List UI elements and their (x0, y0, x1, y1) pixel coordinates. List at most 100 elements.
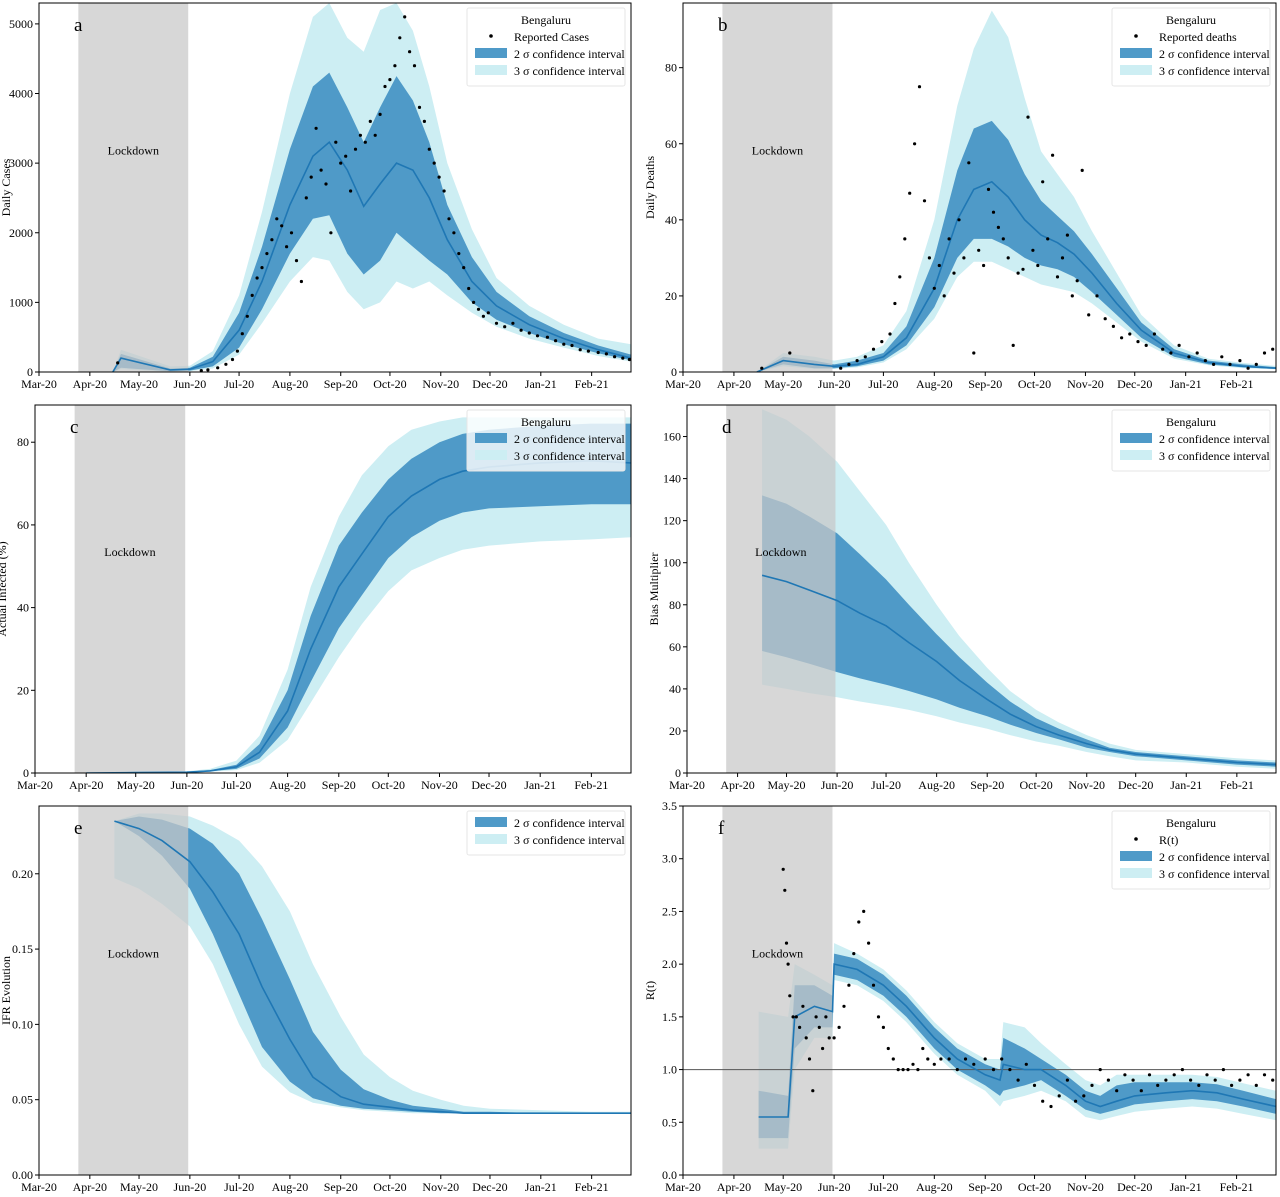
y-tick-label: 100 (663, 556, 681, 570)
data-point (888, 332, 892, 336)
data-point (535, 334, 540, 338)
legend-swatch-2-sigma (475, 433, 507, 443)
data-point (1156, 1083, 1160, 1087)
y-tick-label: 1.5 (662, 1010, 677, 1024)
data-point (398, 36, 402, 40)
legend-entry: 2 σ confidence interval (514, 432, 625, 446)
data-point (393, 64, 397, 68)
lockdown-label: Lockdown (752, 946, 803, 960)
legend-swatch-3-sigma (475, 450, 507, 460)
x-tick-label: Feb-21 (575, 377, 609, 391)
data-point (1000, 1057, 1004, 1061)
x-tick-label: Jul-20 (224, 1180, 254, 1194)
y-tick-label: 3.0 (662, 852, 677, 866)
data-point (788, 994, 792, 998)
data-point (927, 256, 932, 260)
data-point (842, 1004, 846, 1008)
data-point (447, 217, 451, 221)
band-2-sigma (112, 72, 631, 372)
data-point (886, 1046, 890, 1051)
data-point (837, 1025, 841, 1029)
y-tick-label: 4000 (9, 87, 33, 101)
data-point (1041, 1099, 1045, 1103)
y-tick-label: 0 (675, 766, 681, 780)
data-point (240, 332, 244, 336)
panel-d: Lockdown Mar-20 Apr-20 May-20 Jun-20 Jul-20 Au… (647, 404, 1277, 792)
data-point (817, 1025, 821, 1029)
y-tick-label: 1000 (9, 295, 33, 309)
legend-swatch-3-sigma (475, 834, 507, 844)
band-2-sigma (86, 423, 631, 773)
data-point (1036, 263, 1040, 268)
data-point (1161, 347, 1165, 351)
legend-title: Bengaluru (1166, 13, 1216, 27)
y-tick-label: 80 (665, 61, 677, 75)
data-point (967, 161, 971, 165)
lockdown-region (726, 405, 836, 773)
data-point (906, 1068, 910, 1072)
y-tick-label: 80 (17, 435, 29, 449)
x-tick-label: Oct-20 (1019, 778, 1052, 792)
data-point (781, 867, 785, 871)
data-point (378, 112, 382, 116)
data-point (1103, 317, 1107, 321)
x-tick-label: Sep-20 (324, 1180, 358, 1194)
data-point (798, 1025, 802, 1029)
data-point (289, 231, 294, 235)
x-tick-label: Nov-20 (1067, 377, 1104, 391)
panel-label: e (74, 818, 82, 839)
legend-entry: 3 σ confidence interval (1159, 64, 1270, 78)
data-point (206, 368, 210, 372)
x-tick-label: Apr-20 (717, 377, 751, 391)
x-tick-label: Mar-20 (21, 377, 57, 391)
x-tick-label: Apr-20 (69, 778, 103, 792)
data-point (427, 147, 431, 151)
legend-entry: 2 σ confidence interval (1159, 850, 1270, 864)
data-point (1021, 267, 1025, 271)
data-point (1016, 1078, 1020, 1082)
legend-title: Bengaluru (521, 415, 571, 429)
legend-swatch-2-sigma (1120, 48, 1152, 58)
data-point (1026, 115, 1030, 119)
data-point (957, 218, 961, 222)
data-point (1262, 351, 1267, 355)
data-point (1065, 233, 1069, 237)
data-point (373, 133, 377, 137)
x-tick-label: Mar-20 (669, 778, 705, 792)
data-point (1111, 324, 1115, 328)
data-point (224, 362, 228, 366)
x-tick-label: Sep-20 (324, 377, 358, 391)
x-tick-label: Jan-21 (525, 1180, 557, 1194)
data-point (1254, 1083, 1258, 1087)
legend-entry: 3 σ confidence interval (1159, 449, 1270, 463)
data-point (339, 161, 343, 165)
data-point (230, 357, 235, 362)
data-point (545, 335, 550, 339)
data-point (983, 1057, 987, 1061)
data-point (847, 362, 851, 366)
data-point (1228, 362, 1232, 366)
data-point (442, 189, 446, 193)
y-tick-label: 0.10 (12, 1017, 33, 1031)
y-tick-label: 0.05 (12, 1093, 33, 1107)
x-tick-label: Jul-20 (221, 778, 251, 792)
data-point (329, 231, 333, 235)
x-tick-label: Jul-20 (868, 1180, 898, 1194)
panel-e: Lockdown Mar-20 Apr-20 May-20 Jun-20 Jul-20 Au… (0, 805, 632, 1194)
x-tick-label: Sep-20 (968, 377, 1002, 391)
data-point (408, 50, 412, 54)
panel-label: a (74, 15, 83, 36)
legend: Bengaluru Reported deaths 2 σ confidence i… (1111, 7, 1271, 87)
y-tick-label: 3000 (9, 156, 33, 170)
data-point (334, 140, 338, 144)
data-point (839, 366, 843, 370)
data-point (255, 276, 259, 280)
data-point (358, 133, 362, 137)
data-point (467, 286, 471, 291)
panel-label: c (70, 417, 78, 438)
data-point (472, 300, 476, 304)
data-point (1212, 362, 1216, 366)
band-2-sigma (114, 816, 631, 1114)
data-point (901, 1068, 905, 1072)
x-tick-label: Dec-20 (1117, 377, 1152, 391)
